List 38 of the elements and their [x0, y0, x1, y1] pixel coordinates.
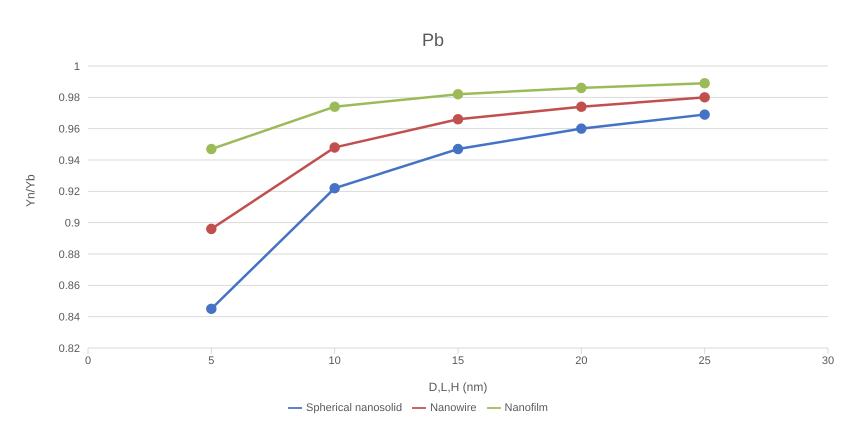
y-tick-label: 0.82	[58, 342, 80, 355]
point	[576, 101, 587, 112]
point	[576, 123, 587, 134]
point	[452, 88, 464, 100]
legend-label: Spherical nanosolid	[306, 402, 402, 414]
y-tick-label: 0.98	[58, 92, 80, 104]
y-tick-label: 0.96	[58, 124, 80, 136]
point	[576, 82, 587, 94]
point	[452, 144, 464, 154]
legend-label: Nanofilm	[504, 402, 548, 414]
y-axis-title: Yn/Yb	[23, 174, 38, 207]
point	[206, 304, 217, 314]
point	[699, 92, 710, 103]
y-tick-label: 0.88	[58, 248, 80, 261]
y-tick-label: 0.84	[58, 312, 80, 324]
y-tick-label: 0.92	[58, 186, 80, 198]
x-tick-label: 15	[452, 354, 464, 367]
point	[329, 101, 340, 112]
y-tick-label: 0.86	[58, 280, 80, 292]
point	[329, 142, 340, 153]
point	[452, 114, 464, 125]
y-tick-label: 0.9	[64, 218, 80, 230]
point	[699, 78, 710, 88]
x-tick-label: 10	[328, 354, 341, 367]
chart-title: Pb	[420, 29, 446, 52]
x-tick-label: 5	[208, 354, 214, 367]
x-tick-label: 30	[822, 354, 834, 367]
point	[699, 109, 710, 120]
legend-label: Nanowire	[430, 402, 477, 414]
y-tick-label: 0.94	[58, 154, 80, 167]
point	[329, 182, 340, 194]
y-tick-label: 1	[74, 60, 80, 73]
x-axis-title: D,L,H (nm)	[428, 380, 488, 394]
x-tick-label: 25	[698, 354, 711, 367]
point	[206, 224, 217, 234]
x-tick-label: 20	[575, 354, 588, 367]
point	[206, 144, 217, 154]
x-tick-label: 0	[84, 354, 92, 367]
